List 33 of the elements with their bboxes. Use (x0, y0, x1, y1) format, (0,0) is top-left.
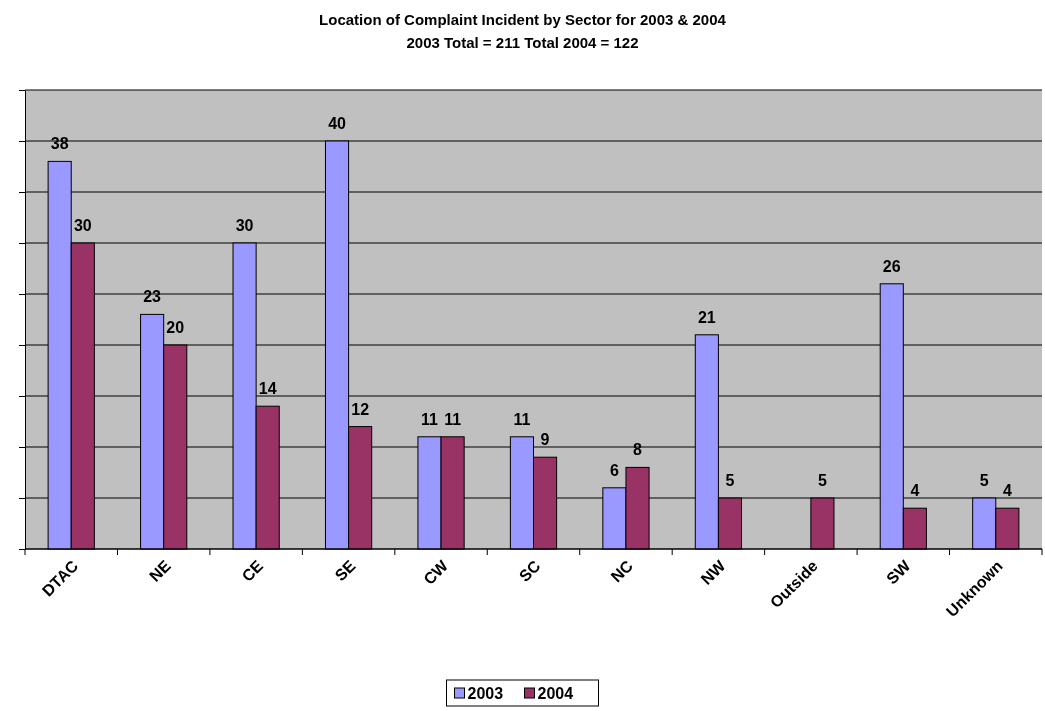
data-label: 20 (166, 319, 185, 336)
data-label: 9 (540, 431, 550, 449)
x-tick-label: CW (420, 556, 452, 588)
x-tick-label: SE (331, 556, 359, 585)
data-label: 14 (258, 380, 277, 398)
data-label: 4 (1002, 482, 1012, 500)
data-label: 30 (235, 217, 254, 234)
data-label: 11 (421, 410, 439, 428)
data-label: 5 (725, 472, 735, 489)
data-label: 26 (882, 257, 901, 275)
x-tick-label: CE (238, 556, 267, 585)
legend-label: 2004 (537, 685, 574, 702)
data-label: 21 (697, 308, 716, 326)
x-tick-label: SW (883, 556, 915, 588)
data-label: 11 (513, 410, 531, 428)
data-label: 4 (910, 482, 920, 500)
data-label: 23 (143, 288, 162, 306)
data-label: 38 (50, 135, 69, 153)
x-tick-label: NE (146, 556, 175, 585)
data-label: 6 (609, 461, 619, 479)
data-label: 12 (351, 400, 370, 418)
data-label: 8 (633, 441, 643, 459)
data-label: 11 (444, 410, 462, 428)
data-label: 40 (328, 115, 347, 132)
x-tick-label: NC (607, 556, 637, 586)
x-tick-label: NW (697, 556, 730, 588)
data-label: 5 (979, 472, 989, 489)
data-label: 5 (817, 472, 827, 489)
chart-subtitle: 2003 Total = 211 Total 2004 = 122 (406, 34, 639, 51)
data-label: 30 (73, 217, 92, 234)
legend-label: 2003 (467, 685, 504, 702)
x-tick-label: SC (515, 556, 544, 585)
chart-title: Location of Complaint Incident by Sector for 2003 & 2004 (319, 11, 727, 28)
